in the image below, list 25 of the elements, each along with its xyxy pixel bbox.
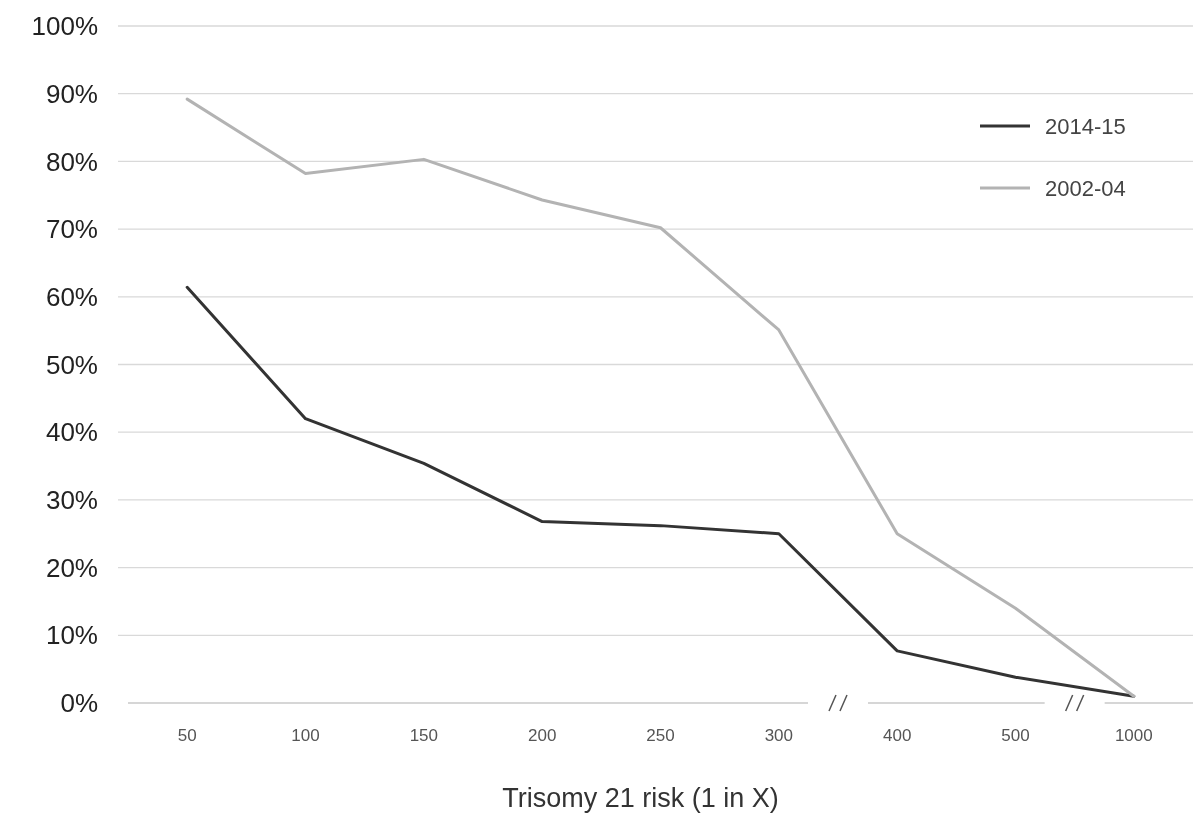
legend-label: 2002-04 [1045, 175, 1126, 201]
x-tick-label: 150 [409, 726, 439, 745]
x-tick-label: 250 [646, 726, 675, 745]
y-tick-label: 60% [45, 281, 98, 312]
y-tick-label: 40% [45, 417, 98, 448]
y-tick-label: 0% [60, 688, 98, 719]
x-tick-label: 100 [291, 726, 320, 745]
x-axis-title: Trisomy 21 risk (1 in X) [502, 783, 779, 813]
y-tick-label: 10% [45, 620, 98, 651]
y-tick-label: 70% [45, 214, 98, 245]
y-tick-label: 50% [45, 349, 98, 380]
x-tick-label: 50 [177, 726, 197, 745]
y-tick-label: 30% [45, 485, 98, 515]
y-tick-label: 20% [45, 552, 98, 583]
y-tick-label: 80% [45, 146, 98, 177]
y-tick-label: 90% [45, 78, 98, 109]
legend-label: 2014-15 [1045, 113, 1126, 139]
line-series [185, 285, 1136, 698]
y-tick-label: 100% [31, 11, 98, 42]
x-tick-label: 200 [527, 726, 557, 745]
x-tick-label: 1000 [1114, 726, 1153, 745]
x-tick-label: 500 [1001, 726, 1030, 745]
line-series [185, 97, 1136, 698]
x-tick-label: 300 [764, 726, 794, 745]
x-tick-label: 400 [882, 726, 912, 745]
